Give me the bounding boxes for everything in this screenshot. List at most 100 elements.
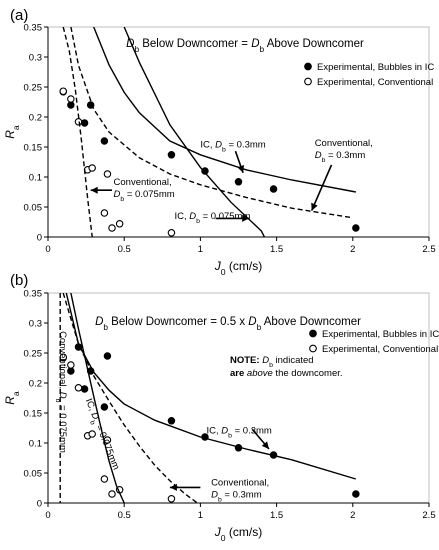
data-point-conventional xyxy=(74,384,83,392)
legend-label: Experimental, Bubbles in IC xyxy=(317,62,434,73)
text-part: Above Downcomer xyxy=(264,38,364,50)
text-part: = 0.075mm xyxy=(200,211,251,222)
text-part: = 0.3mm xyxy=(226,140,266,151)
data-point-bubbles-in-ic xyxy=(100,137,109,145)
y-tick-label: 0.15 xyxy=(24,409,43,420)
series-line-ic-db-0-3mm xyxy=(65,293,357,480)
y-axis-label: Ra xyxy=(3,391,21,405)
text-part: = 0.075mm xyxy=(124,189,175,200)
legend-label: Experimental, Conventional xyxy=(317,77,433,88)
subscript-text: a xyxy=(11,391,21,396)
data-point-conventional xyxy=(108,224,116,232)
text-part: D xyxy=(57,392,68,399)
subscript-text: b xyxy=(260,45,265,54)
x-tick-label: 0 xyxy=(45,510,50,521)
note-text: NOTE: Db indicated xyxy=(230,355,314,369)
text-part: D xyxy=(262,355,269,366)
annotation-label: Db = 0.075mm xyxy=(114,189,175,203)
annotation-arrowhead xyxy=(242,214,250,222)
legend-label: Experimental, Bubbles in IC xyxy=(322,329,439,340)
text-part: indicated xyxy=(273,355,314,366)
data-point-conventional xyxy=(108,490,116,498)
y-tick-label: 0 xyxy=(37,233,42,244)
data-point-bubbles-in-ic xyxy=(234,178,243,186)
text-part: = 0.3mm xyxy=(232,425,272,436)
text-part: D xyxy=(126,38,134,50)
subscript-text: 0 xyxy=(221,267,226,277)
subscript-text: 0 xyxy=(221,533,226,543)
text-part: R xyxy=(3,130,17,139)
annotation-label: IC, Db = 0.3mm xyxy=(206,425,271,439)
annotation-arrowhead xyxy=(169,483,177,491)
subscript-text: b xyxy=(103,323,108,332)
text-part: D xyxy=(189,211,196,222)
panel-b-chart: 0 0.5 1 1.5 2 2.500.050.10.150.20.250.30.35J0… xyxy=(3,272,439,543)
data-point-conventional xyxy=(67,95,75,103)
annotation-label: IC, Db = 0.3mm xyxy=(200,140,265,154)
data-point-conventional xyxy=(100,209,109,217)
data-point-bubbles-in-ic xyxy=(167,417,176,425)
text-part: D xyxy=(248,316,256,328)
text-part: = 0.075mm xyxy=(57,402,68,453)
text-part: IC, xyxy=(174,211,189,222)
series-line-conventional-db-0-3mm xyxy=(70,27,353,219)
y-tick-label: 0.25 xyxy=(24,83,43,94)
panel-a-chart: 0 0.5 1 1.5 2 2.500.050.10.150.20.250.30.35J0… xyxy=(3,7,436,277)
legend-marker-filled xyxy=(309,329,317,338)
data-point-bubbles-in-ic xyxy=(67,101,75,109)
subscript-text: b xyxy=(228,432,232,439)
text-part: Below Downcomer = 0.5 x xyxy=(108,316,248,328)
text-part: D xyxy=(114,189,121,200)
text-part: NOTE: xyxy=(230,355,262,366)
data-point-bubbles-in-ic xyxy=(352,490,360,498)
text-part: = 0.3mm xyxy=(325,150,365,161)
text-part: (cm/s) xyxy=(226,259,263,273)
subscript-text: b xyxy=(134,45,139,54)
annotation-arrowhead xyxy=(237,165,244,173)
text-part: R xyxy=(3,396,17,405)
text-part: D xyxy=(251,38,259,50)
y-tick-label: 0.05 xyxy=(24,469,43,480)
annotation-label: Db = 0.3mm xyxy=(211,490,262,504)
subscript-text: b xyxy=(55,399,62,403)
text-part: are xyxy=(230,368,247,379)
data-point-bubbles-in-ic xyxy=(167,151,176,159)
data-point-conventional xyxy=(100,475,109,483)
subscript-text: b xyxy=(269,362,273,369)
text-part: D xyxy=(88,411,101,422)
y-tick-label: 0.2 xyxy=(29,379,42,390)
x-tick-label: 1.5 xyxy=(270,510,283,521)
y-axis-label: Ra xyxy=(3,125,21,139)
data-point-conventional xyxy=(167,229,176,237)
data-point-bubbles-in-ic xyxy=(100,403,109,411)
text-part: D xyxy=(95,316,103,328)
y-tick-label: 0.1 xyxy=(29,173,42,184)
text-part: D xyxy=(315,150,322,161)
subscript-text: b xyxy=(257,323,262,332)
text-part: Below Downcomer = xyxy=(139,38,251,50)
annotation-label: Db = 0.3mm xyxy=(315,150,366,164)
x-tick-label: 0.5 xyxy=(118,510,131,521)
text-part: D xyxy=(211,490,218,501)
text-part: Conventional, xyxy=(114,177,172,188)
text-part: = 0.075mm xyxy=(92,421,121,472)
text-part: D xyxy=(215,140,222,151)
text-part: (cm/s) xyxy=(226,525,263,539)
text-part: = 0.3mm xyxy=(222,490,262,501)
annotation-arrow-line xyxy=(310,164,333,211)
note-text: are above the downcomer. xyxy=(230,368,343,379)
legend-marker-filled xyxy=(304,62,312,71)
annotation-label: IC, Db = 0.075mm xyxy=(174,211,250,225)
data-point-conventional xyxy=(74,118,83,126)
text-part: J xyxy=(214,525,222,539)
x-tick-label: 1 xyxy=(198,244,203,255)
x-tick-label: 2 xyxy=(350,244,355,255)
series-line-ic-db-0-075mm xyxy=(123,27,266,237)
series-line-conventional-db-0-075mm xyxy=(62,27,93,237)
chart-title: Db Below Downcomer = 0.5 x Db Above Down… xyxy=(95,316,361,332)
data-point-conventional xyxy=(115,220,124,228)
subscript-text: b xyxy=(218,496,222,503)
x-tick-label: 2.5 xyxy=(422,510,435,521)
data-point-conventional xyxy=(167,495,176,503)
